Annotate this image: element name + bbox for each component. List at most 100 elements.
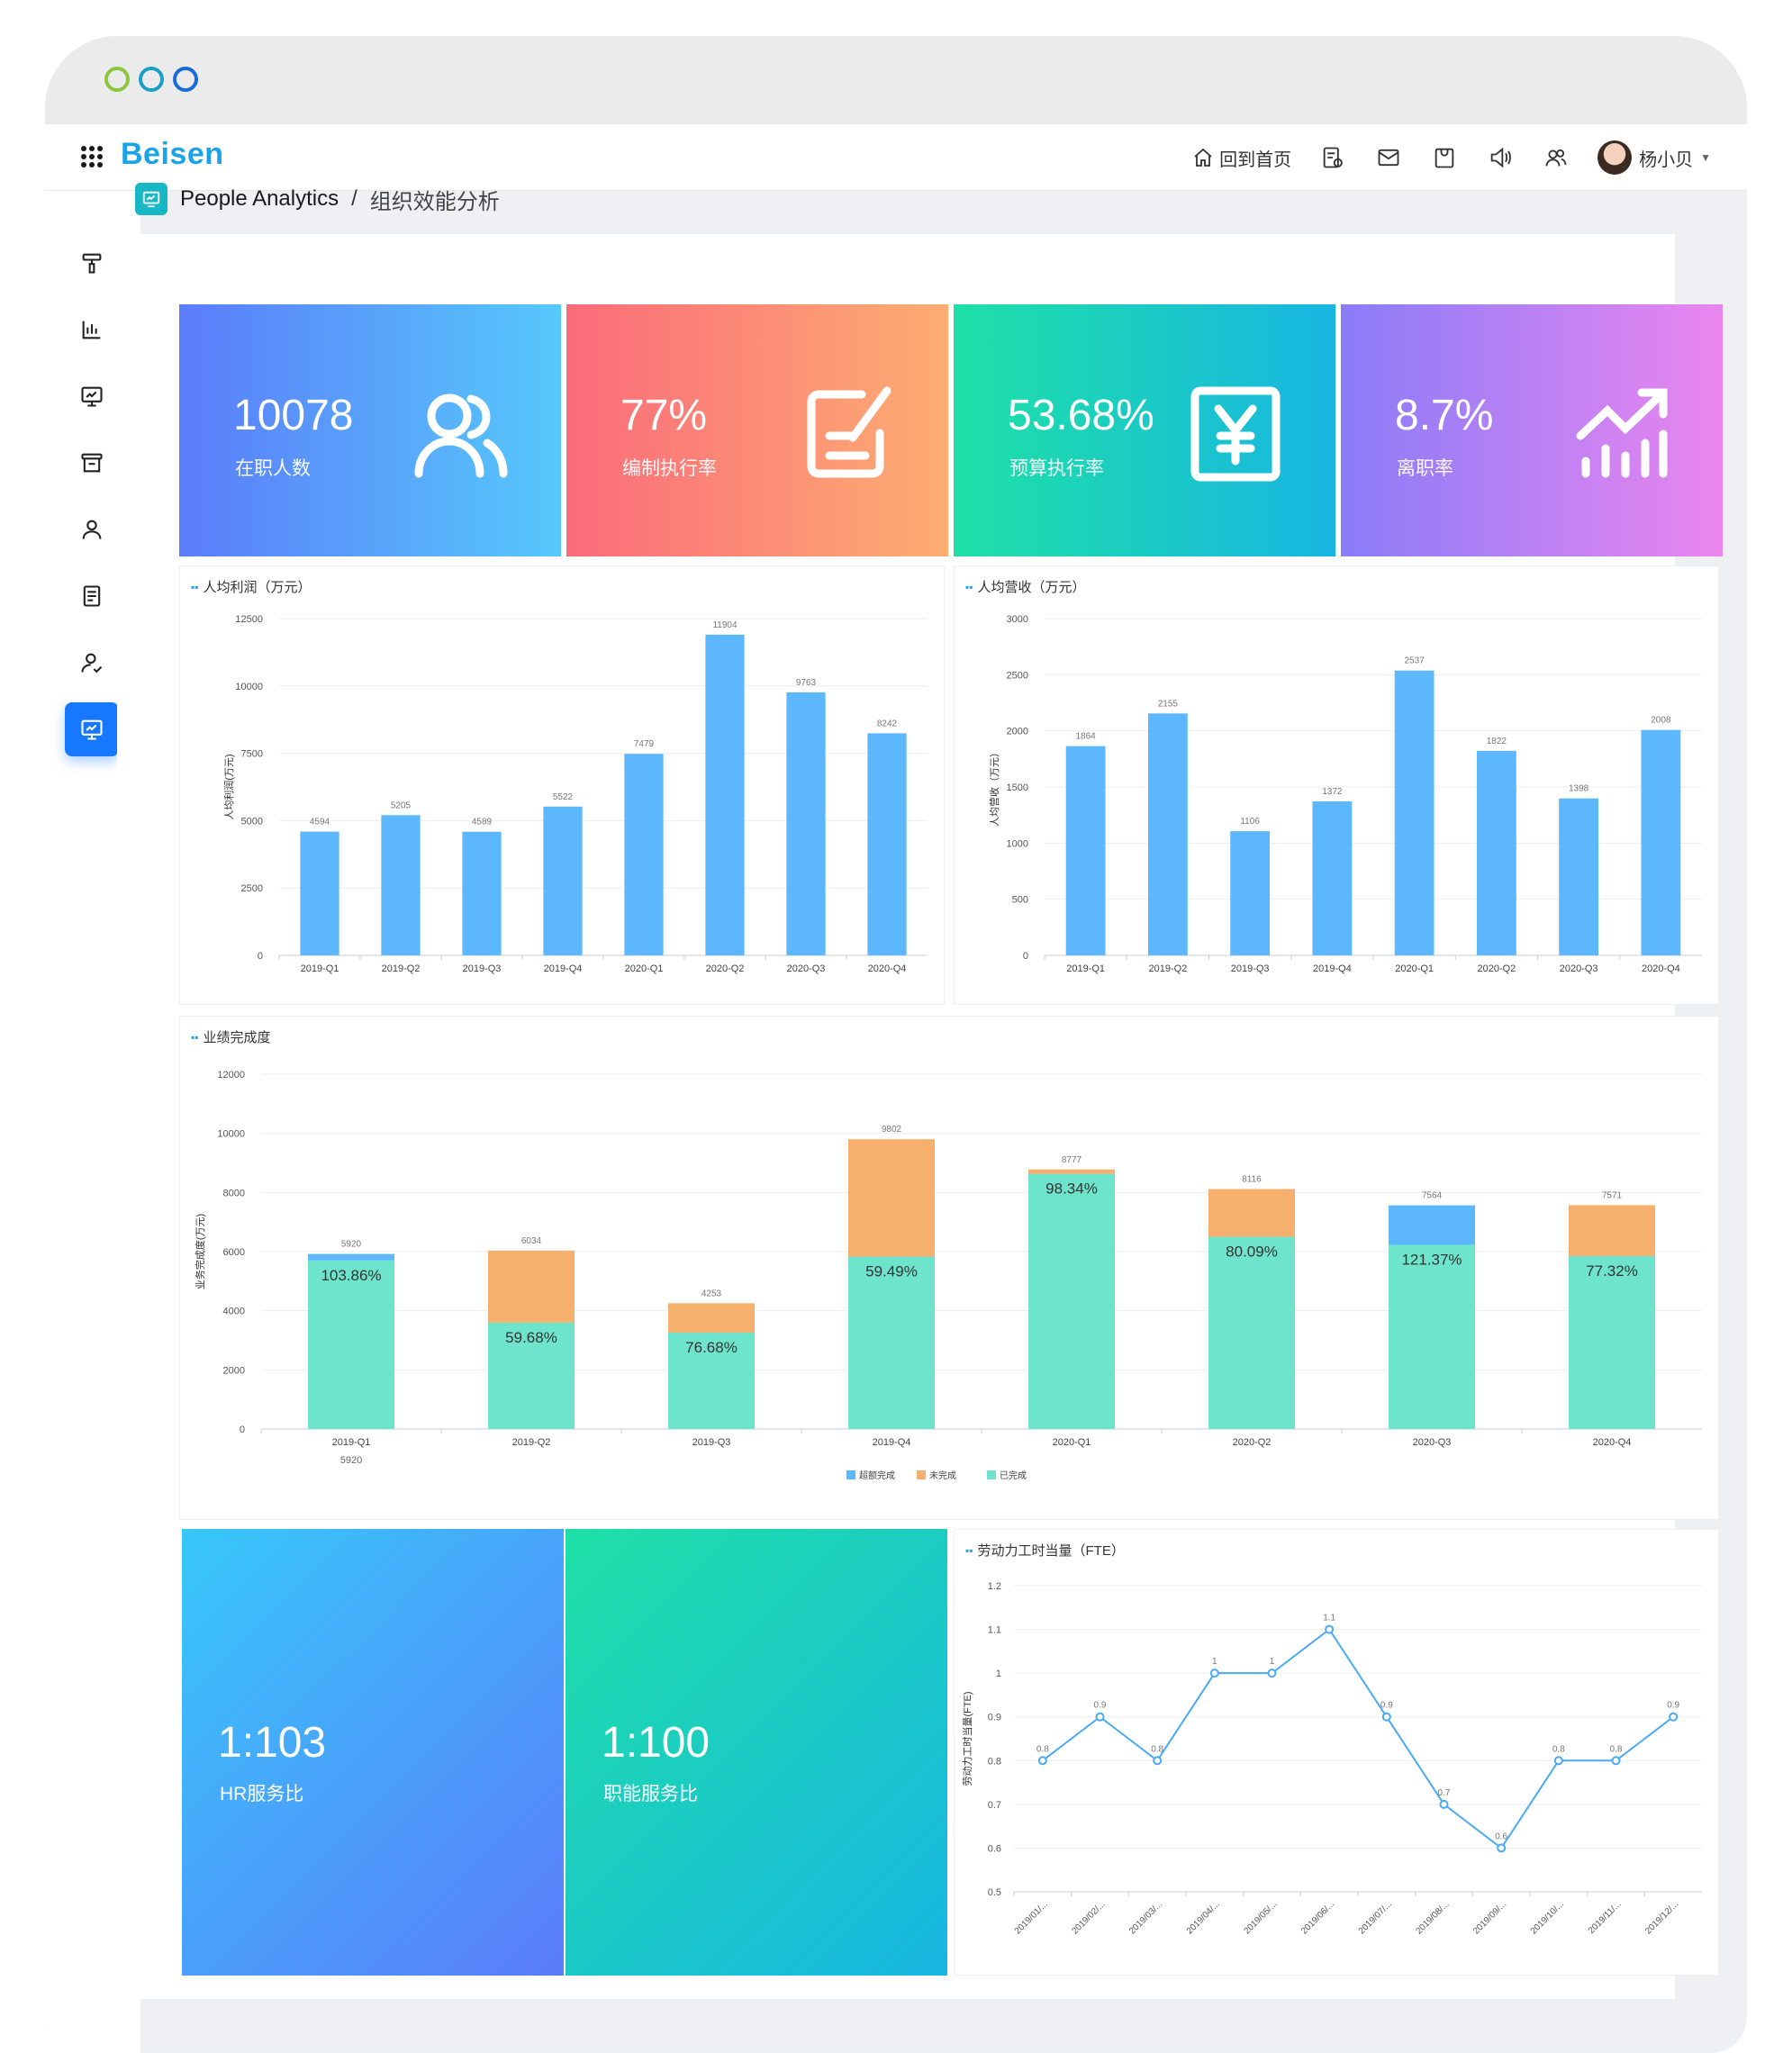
total-label: 8777 — [1062, 1155, 1082, 1165]
percent-label: 103.86% — [321, 1267, 381, 1284]
legend-label: 已完成 — [1000, 1470, 1027, 1481]
line-point — [1209, 1669, 1219, 1678]
revenue-per-capita-panel: ▪▪ 人均营收（万元） 0 500 1000 1500 2000 2500 3000 人均营收（… — [954, 565, 1719, 1005]
y-tick-label: 4000 — [223, 1307, 245, 1317]
y-axis-label: 人均营收（万元） — [988, 747, 1000, 827]
kpi-label: 离职率 — [1397, 458, 1453, 479]
mail-icon[interactable] — [1374, 143, 1403, 172]
sidebar-item-reports[interactable] — [65, 303, 119, 357]
stacked-bar-segment — [1389, 1205, 1475, 1245]
bar-value-label: 8242 — [877, 719, 898, 728]
stacked-bar-segment — [848, 1139, 935, 1257]
y-tick-label: 12000 — [217, 1070, 245, 1081]
fte-line-chart: 0.5 0.6 0.7 0.8 0.9 1 1.1 1.2 劳动力工时当量(FTE) 0.8 201… — [961, 1581, 1702, 1937]
breadcrumb-root[interactable]: People Analytics — [180, 186, 339, 211]
stacked-bar-segment — [1208, 1236, 1295, 1429]
line-point — [1497, 1843, 1507, 1853]
beisen-logo[interactable]: Beisen — [121, 137, 224, 171]
bar — [705, 634, 745, 955]
app-grid-icon[interactable] — [81, 146, 103, 167]
sidebar-item-dashboard[interactable] — [65, 369, 119, 423]
window-maximize-dot[interactable] — [173, 67, 198, 92]
kpi-card-turnover[interactable]: 8.7% 离职率 — [1341, 304, 1723, 556]
stacked-bar-segment — [1569, 1205, 1655, 1256]
stacked-bar-segment — [1569, 1255, 1655, 1429]
title-marker-icon: ▪▪ — [191, 580, 199, 593]
bar-value-label: 9763 — [796, 678, 817, 688]
x-tick-label: 2019-Q4 — [544, 963, 583, 974]
breadcrumb: People Analytics / 组织效能分析 — [135, 183, 500, 215]
y-tick-label: 6000 — [223, 1247, 245, 1258]
window-minimize-dot[interactable] — [139, 67, 164, 92]
extra-value-label: 5920 — [340, 1455, 362, 1466]
y-tick-label: 500 — [1012, 895, 1028, 906]
window-close-dot[interactable] — [104, 67, 130, 92]
y-tick-label: 1.1 — [988, 1625, 1001, 1636]
avatar[interactable] — [1597, 140, 1633, 175]
sidebar-item-people[interactable] — [65, 502, 119, 556]
bar — [1476, 750, 1516, 955]
sidebar-item-brand[interactable] — [65, 236, 119, 290]
line-point — [1267, 1669, 1277, 1678]
hr-service-ratio-card[interactable]: 1:103 HR服务比 — [182, 1529, 564, 1976]
performance-completion-panel: ▪▪ 业绩完成度 0 2000 4000 6000 8000 10000 12000 业务完成度… — [179, 1016, 1719, 1520]
user-name: 杨小贝 — [1639, 149, 1694, 170]
x-tick-label: 2019-Q2 — [382, 963, 421, 974]
function-service-ratio-card[interactable]: 1:100 职能服务比 — [566, 1529, 947, 1976]
stacked-bar-segment — [1028, 1173, 1115, 1429]
bag-icon[interactable] — [1430, 143, 1459, 172]
point-value-label: 0.7 — [1438, 1788, 1451, 1798]
edit-form-icon — [807, 386, 891, 478]
y-tick-label: 8000 — [223, 1188, 245, 1198]
title-marker-icon: ▪▪ — [965, 1543, 973, 1557]
bar-value-label: 11904 — [712, 620, 738, 630]
panel-title: ▪▪ 劳动力工时当量（FTE） — [965, 1543, 1125, 1559]
team-icon[interactable] — [1542, 143, 1570, 172]
y-axis-label: 劳动力工时当量(FTE) — [961, 1691, 973, 1786]
line-point — [1381, 1712, 1391, 1722]
user-menu[interactable]: 杨小贝 ▼ — [1597, 140, 1711, 175]
stacked-bar-segment — [308, 1253, 394, 1261]
y-tick-label: 1000 — [1007, 838, 1028, 849]
bar-value-label: 1822 — [1487, 737, 1507, 746]
kpi-card-headcount[interactable]: 10078 在职人数 — [179, 304, 561, 556]
monitor-chart-icon — [81, 386, 103, 407]
legend-label: 未完成 — [929, 1470, 956, 1481]
bar-value-label: 1106 — [1240, 817, 1260, 827]
ratio-value: 1:100 — [602, 1719, 710, 1767]
sidebar-item-archive[interactable] — [65, 436, 119, 490]
report-icon[interactable] — [1318, 143, 1347, 172]
x-tick-label: 2019/12/... — [1643, 1899, 1680, 1936]
kpi-value: 8.7% — [1395, 392, 1494, 439]
percent-label: 59.68% — [505, 1329, 557, 1346]
bar — [786, 692, 826, 955]
y-tick-label: 2000 — [223, 1365, 245, 1376]
bar-value-label: 4594 — [310, 818, 330, 827]
sidebar-item-analytics[interactable] — [65, 702, 119, 756]
bar-value-label: 5522 — [553, 792, 574, 802]
y-axis-label: 业务完成度(万元) — [194, 1214, 206, 1289]
speaker-icon[interactable] — [1486, 143, 1515, 172]
bar — [1559, 798, 1599, 955]
y-tick-label: 2500 — [241, 883, 263, 894]
bar — [1065, 746, 1106, 955]
point-value-label: 0.9 — [1380, 1701, 1393, 1711]
sidebar-item-documents[interactable] — [65, 569, 119, 623]
fte-line — [1042, 1628, 1674, 1849]
y-tick-label: 10000 — [235, 682, 263, 692]
home-link[interactable]: 回到首页 — [1192, 145, 1291, 171]
bar — [867, 733, 907, 955]
x-tick-label: 2019-Q3 — [1231, 963, 1270, 974]
person-icon — [82, 520, 102, 539]
home-label: 回到首页 — [1219, 149, 1292, 170]
completion-stacked-bar-chart: 0 2000 4000 6000 8000 10000 12000 业务完成度(万元) 103.… — [194, 1070, 1702, 1481]
stacked-bar-segment — [1028, 1169, 1115, 1174]
bar-chart-icon — [82, 321, 101, 339]
kpi-card-headcount-execution[interactable]: 77% 编制执行率 — [566, 304, 948, 556]
kpi-card-budget-execution[interactable]: 53.68% 预算执行率 — [954, 304, 1335, 556]
x-tick-label: 2019/01/... — [1013, 1899, 1050, 1936]
y-tick-label: 12500 — [235, 614, 263, 625]
people-icon — [414, 393, 508, 478]
kpi-label: 在职人数 — [235, 458, 311, 479]
sidebar-item-approval[interactable] — [65, 636, 119, 690]
